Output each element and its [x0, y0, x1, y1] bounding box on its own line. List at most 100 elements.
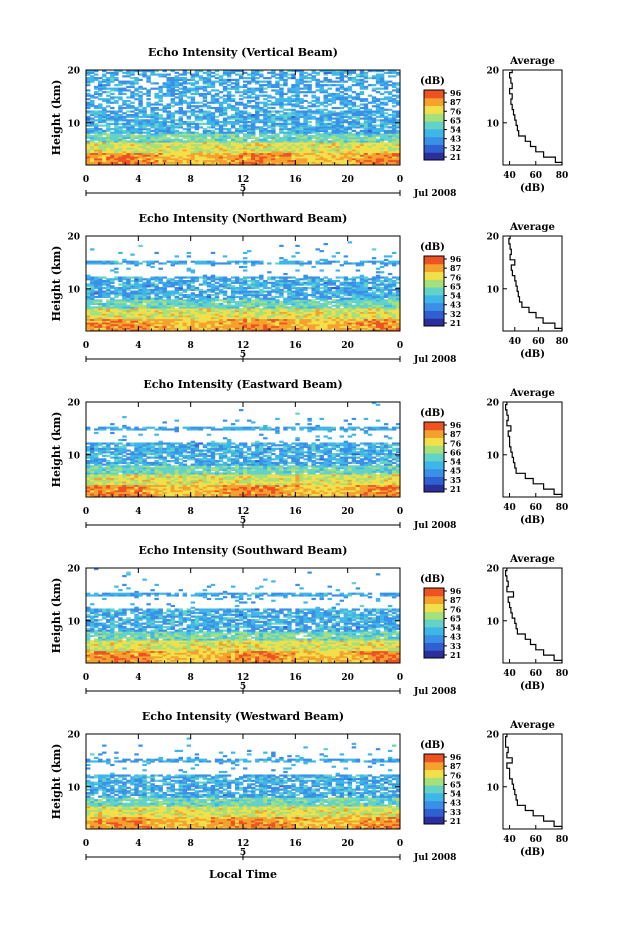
heatmap-cell [238, 302, 244, 306]
heatmap-cell [279, 78, 284, 81]
heatmap-cell [122, 306, 127, 309]
heatmap-cell [351, 112, 357, 115]
heatmap-cell [375, 133, 381, 136]
heatmap-cell [251, 150, 256, 154]
heatmap-cell [226, 311, 232, 314]
heatmap-cell [222, 323, 228, 327]
heatmap-cell [202, 152, 208, 155]
heatmap-cell [387, 143, 393, 147]
heatmap-cell [218, 133, 224, 136]
heatmap-cell [259, 142, 264, 145]
heatmap-cell [331, 99, 336, 103]
heatmap-cell [283, 78, 288, 81]
colorbar-swatch [424, 105, 444, 114]
heatmap-cell [375, 106, 381, 110]
heatmap-cell [194, 323, 200, 327]
heatmap-cell [251, 122, 256, 125]
heatmap-cell [275, 313, 280, 316]
heatmap-cell [202, 142, 208, 145]
heatmap-cell [130, 110, 135, 113]
heatmap-cell [178, 301, 184, 304]
heatmap-cell [287, 89, 292, 92]
heatmap-cell [247, 316, 252, 320]
heatmap-cell [283, 311, 288, 314]
heatmap-cell [291, 295, 296, 298]
heatmap-cell [126, 135, 131, 138]
heatmap-cell [287, 91, 292, 94]
heatmap-cell [287, 299, 292, 302]
heatmap-cell [375, 309, 381, 313]
heatmap-cell [214, 106, 220, 110]
heatmap-cell [243, 311, 248, 314]
heatmap-cell [174, 161, 179, 164]
heatmap-cell [311, 156, 316, 159]
heatmap-cell [110, 122, 115, 125]
heatmap-cell [303, 128, 308, 131]
heatmap-cell [234, 70, 240, 73]
heatmap-cell [391, 119, 397, 122]
heatmap-cell [383, 318, 389, 321]
heatmap-cell [331, 131, 336, 134]
heatmap-cell [142, 295, 147, 298]
heatmap-cell [275, 135, 280, 138]
heatmap-cell [347, 145, 353, 148]
heatmap-cell [238, 149, 244, 152]
heatmap-cell [375, 124, 381, 127]
heatmap-cell [359, 322, 365, 325]
heatmap-cell [178, 96, 184, 99]
heatmap-cell [174, 138, 179, 141]
heatmap-cell [351, 126, 357, 129]
heatmap-cell [391, 115, 397, 118]
colorbar-swatch [424, 152, 444, 161]
heatmap-cell [106, 126, 111, 129]
heatmap-cell [283, 113, 288, 117]
heatmap-cell [339, 96, 345, 99]
heatmap-cell [263, 129, 268, 132]
heatmap-cell [327, 124, 332, 127]
heatmap-cell [347, 103, 353, 106]
heatmap-cell [351, 320, 357, 323]
heatmap-cell [339, 121, 345, 124]
heatmap-cell [222, 149, 228, 152]
heatmap-cell [150, 301, 155, 304]
heatmap-cell [106, 306, 111, 309]
heatmap-cell [291, 315, 296, 318]
heatmap-cell [295, 126, 300, 129]
heatmap-cell [263, 128, 268, 131]
heatmap-cell [214, 316, 220, 320]
heatmap-cell [347, 101, 353, 104]
heatmap-cell [202, 297, 208, 300]
heatmap-cell [222, 71, 228, 74]
heatmap-cell [110, 89, 115, 92]
heatmap-cell [166, 313, 171, 316]
heatmap-cell [210, 71, 216, 74]
heatmap-cell [303, 124, 308, 127]
heatmap-cell [327, 318, 332, 321]
heatmap-cell [162, 136, 167, 140]
heatmap-cell [106, 161, 111, 164]
heatmap-cell [118, 149, 123, 152]
heatmap-cell [315, 138, 320, 141]
heatmap-cell [339, 327, 345, 330]
heatmap-cell [367, 145, 373, 148]
heatmap-cell [90, 117, 95, 120]
heatmap-cell [283, 98, 288, 101]
heatmap-cell [226, 70, 232, 73]
heatmap-cell [391, 99, 397, 103]
heatmap-cell [178, 140, 184, 143]
heatmap-cell [210, 96, 216, 99]
heatmap-cell [263, 297, 268, 300]
heatmap-cell [315, 297, 320, 300]
heatmap-cell [98, 150, 103, 154]
heatmap-cell [238, 124, 244, 127]
heatmap-cell [130, 149, 135, 152]
heatmap-cell [138, 131, 143, 134]
heatmap-cell [283, 75, 288, 78]
heatmap-cell [214, 320, 220, 323]
heatmap-cell [114, 304, 119, 307]
heatmap-cell [234, 156, 240, 159]
heatmap-cell [323, 329, 328, 332]
heatmap-cell [271, 156, 276, 159]
heatmap-cell [218, 105, 224, 108]
heatmap-cell [339, 143, 345, 147]
